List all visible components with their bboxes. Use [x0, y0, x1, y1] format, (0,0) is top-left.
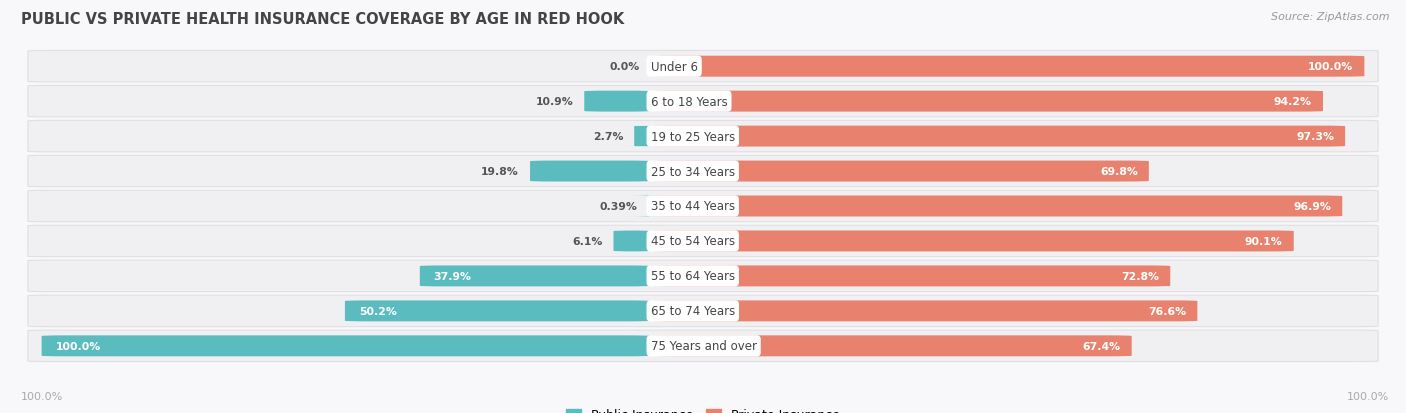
FancyBboxPatch shape	[651, 57, 1364, 78]
FancyBboxPatch shape	[651, 266, 1170, 287]
FancyBboxPatch shape	[42, 335, 651, 356]
Text: 65 to 74 Years: 65 to 74 Years	[651, 305, 735, 318]
FancyBboxPatch shape	[651, 126, 1346, 147]
FancyBboxPatch shape	[28, 191, 1378, 222]
FancyBboxPatch shape	[585, 91, 651, 112]
Text: 0.0%: 0.0%	[609, 62, 640, 72]
Text: PUBLIC VS PRIVATE HEALTH INSURANCE COVERAGE BY AGE IN RED HOOK: PUBLIC VS PRIVATE HEALTH INSURANCE COVER…	[21, 12, 624, 27]
FancyBboxPatch shape	[626, 196, 673, 217]
Text: Under 6: Under 6	[651, 61, 697, 74]
Text: 100.0%: 100.0%	[1308, 62, 1354, 72]
Text: 37.9%: 37.9%	[433, 271, 471, 281]
FancyBboxPatch shape	[28, 261, 1378, 292]
FancyBboxPatch shape	[613, 231, 651, 252]
Text: 35 to 44 Years: 35 to 44 Years	[651, 200, 735, 213]
FancyBboxPatch shape	[28, 156, 1378, 188]
FancyBboxPatch shape	[420, 266, 651, 287]
Text: 55 to 64 Years: 55 to 64 Years	[651, 270, 735, 283]
FancyBboxPatch shape	[651, 301, 1198, 322]
Text: 50.2%: 50.2%	[359, 306, 396, 316]
Text: 6.1%: 6.1%	[572, 236, 602, 247]
Text: 6 to 18 Years: 6 to 18 Years	[651, 95, 727, 108]
Text: 19.8%: 19.8%	[481, 166, 519, 177]
FancyBboxPatch shape	[28, 86, 1378, 118]
Text: 90.1%: 90.1%	[1244, 236, 1282, 247]
FancyBboxPatch shape	[651, 196, 1343, 217]
Text: 72.8%: 72.8%	[1121, 271, 1159, 281]
FancyBboxPatch shape	[530, 161, 651, 182]
FancyBboxPatch shape	[651, 161, 1149, 182]
Text: 96.9%: 96.9%	[1294, 202, 1331, 211]
Text: 25 to 34 Years: 25 to 34 Years	[651, 165, 735, 178]
Text: 76.6%: 76.6%	[1149, 306, 1187, 316]
Text: 75 Years and over: 75 Years and over	[651, 339, 756, 352]
Text: 2.7%: 2.7%	[593, 132, 623, 142]
Text: 10.9%: 10.9%	[536, 97, 574, 107]
FancyBboxPatch shape	[28, 225, 1378, 257]
Text: 100.0%: 100.0%	[1347, 391, 1389, 401]
Text: 97.3%: 97.3%	[1296, 132, 1334, 142]
Text: 100.0%: 100.0%	[55, 341, 101, 351]
FancyBboxPatch shape	[28, 121, 1378, 152]
Text: 94.2%: 94.2%	[1274, 97, 1312, 107]
Text: 45 to 54 Years: 45 to 54 Years	[651, 235, 735, 248]
FancyBboxPatch shape	[344, 301, 651, 322]
Text: 69.8%: 69.8%	[1099, 166, 1137, 177]
Text: 0.39%: 0.39%	[599, 202, 637, 211]
Legend: Public Insurance, Private Insurance: Public Insurance, Private Insurance	[561, 404, 845, 413]
FancyBboxPatch shape	[28, 295, 1378, 327]
FancyBboxPatch shape	[651, 91, 1323, 112]
Text: Source: ZipAtlas.com: Source: ZipAtlas.com	[1271, 12, 1389, 22]
Text: 19 to 25 Years: 19 to 25 Years	[651, 130, 735, 143]
FancyBboxPatch shape	[28, 51, 1378, 83]
FancyBboxPatch shape	[651, 335, 1132, 356]
FancyBboxPatch shape	[626, 126, 659, 147]
FancyBboxPatch shape	[28, 330, 1378, 362]
Text: 100.0%: 100.0%	[21, 391, 63, 401]
FancyBboxPatch shape	[651, 231, 1294, 252]
Text: 67.4%: 67.4%	[1083, 341, 1121, 351]
